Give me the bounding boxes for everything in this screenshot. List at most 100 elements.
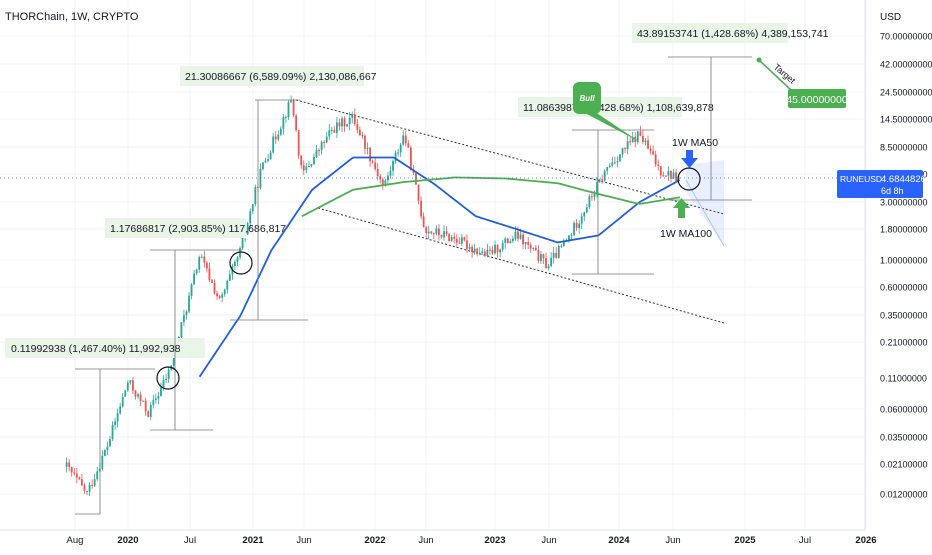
candle <box>142 400 145 402</box>
candle <box>537 245 540 264</box>
ma100-line[interactable] <box>301 176 681 218</box>
candle <box>198 255 201 273</box>
candle <box>211 279 213 284</box>
ma50-line[interactable] <box>198 156 681 378</box>
price-tick-label: 0.11000000 <box>880 374 927 384</box>
price-tick-labels: 70.00000000 42.00000000 24.50000000 14.5000… <box>880 32 932 500</box>
candle <box>78 476 81 480</box>
time-tick-label: 2021 <box>242 535 264 546</box>
candle <box>121 393 124 408</box>
candle <box>234 259 236 270</box>
candle <box>450 234 453 242</box>
candle <box>228 269 231 282</box>
target-box-text: 45.00000000 <box>786 94 847 106</box>
candle <box>292 98 295 118</box>
candle <box>575 219 578 232</box>
candle <box>499 248 502 258</box>
measure-tool-3[interactable]: 21.30086667 (6,589.09%) 2,130,086,667 <box>180 66 377 321</box>
candle <box>103 449 106 457</box>
candle <box>330 126 333 135</box>
measure-tool-1[interactable]: 0.11992938 (1,467.40%) 11,992,938 <box>5 338 205 515</box>
candle <box>494 240 496 255</box>
current-price-badge[interactable]: RUNEUSD 4.68448264 6d 8h <box>837 170 931 198</box>
candle <box>652 145 655 156</box>
bull-callout[interactable]: Bull <box>573 82 640 142</box>
time-tick-label: Aug <box>67 535 84 546</box>
candle <box>290 95 292 103</box>
candlestick-series[interactable] <box>65 95 680 497</box>
measure-tool-5[interactable]: 43.89153741 (1,428.68%) 4,389,153,741 <box>632 23 829 201</box>
measure-box-3 <box>180 66 364 86</box>
candle <box>672 168 675 179</box>
candle <box>542 253 545 264</box>
candle <box>647 135 649 150</box>
candle <box>402 130 405 146</box>
candle <box>356 118 359 134</box>
price-tick-label: 0.60000000 <box>880 283 928 293</box>
candle <box>246 221 249 235</box>
candle <box>448 232 451 242</box>
candle <box>195 268 198 276</box>
candle <box>183 309 185 326</box>
measure-tool-2[interactable]: 1.17686817 (2,903.85%) 117,686,817 <box>105 218 286 431</box>
price-axis[interactable]: USD 70.00000000 42.00000000 24.50000000 14.… <box>864 0 932 530</box>
candle <box>315 144 318 159</box>
candle <box>188 292 190 314</box>
measure-text-2: 1.17686817 (2,903.85%) 117,686,817 <box>110 223 286 235</box>
candle <box>662 171 665 177</box>
ma50-annotation[interactable]: 1W MA50 <box>672 137 718 168</box>
candle <box>83 483 86 494</box>
candle <box>532 247 535 252</box>
measure-text-5: 43.89153741 (1,428.68%) 4,389,153,741 <box>637 28 829 40</box>
candle <box>522 231 524 250</box>
candle <box>636 131 639 145</box>
candle <box>267 154 269 163</box>
candle <box>481 247 484 256</box>
measure-box-1 <box>5 338 205 358</box>
measure-text-1: 0.11992938 (1,467.40%) 11,992,938 <box>11 343 181 355</box>
time-tick-label: 2024 <box>608 535 630 546</box>
candle <box>73 468 76 476</box>
projection-zone[interactable] <box>685 160 725 247</box>
candle <box>557 244 560 259</box>
candle <box>81 474 83 487</box>
candle <box>137 392 139 400</box>
highlight-circle-2 <box>229 251 253 275</box>
candle <box>216 290 218 300</box>
candle <box>295 113 298 132</box>
time-tick-label: Jul <box>799 535 811 546</box>
candle <box>468 243 471 253</box>
candle <box>226 279 229 294</box>
candle <box>659 166 662 179</box>
candle <box>425 225 428 238</box>
candle <box>534 245 537 252</box>
price-tick-label: 8.50000000 <box>880 143 928 153</box>
current-price-countdown: 6d 8h <box>881 186 904 196</box>
candle <box>193 269 196 286</box>
candle <box>106 441 109 456</box>
candle <box>616 156 619 168</box>
candle <box>598 178 601 183</box>
channel-lower-line[interactable] <box>317 207 725 324</box>
time-tick-label: Jun <box>296 535 311 546</box>
candle <box>501 240 504 252</box>
candle <box>629 137 632 146</box>
ma100-annotation[interactable]: 1W MA100 <box>660 198 712 240</box>
candle <box>343 116 346 132</box>
candle <box>307 160 310 168</box>
highlight-circle-1 <box>156 366 180 390</box>
projection-line <box>685 179 725 247</box>
measure-tool-4[interactable]: 11.08639878 (1,428.68%) 1,108,639,878 <box>518 97 714 275</box>
target-annotation[interactable]: Target 45.00000000 <box>756 57 848 109</box>
candle <box>397 148 400 157</box>
candle <box>213 279 216 296</box>
candle <box>422 212 425 228</box>
candle <box>348 111 351 131</box>
candle <box>506 237 509 244</box>
time-axis[interactable]: Aug 2020 Jul 2021 Jun 2022 Jun 2023 Jun 2024 Jun 20… <box>0 529 877 546</box>
candle <box>580 212 583 230</box>
candle <box>611 156 614 168</box>
candle <box>376 163 379 181</box>
